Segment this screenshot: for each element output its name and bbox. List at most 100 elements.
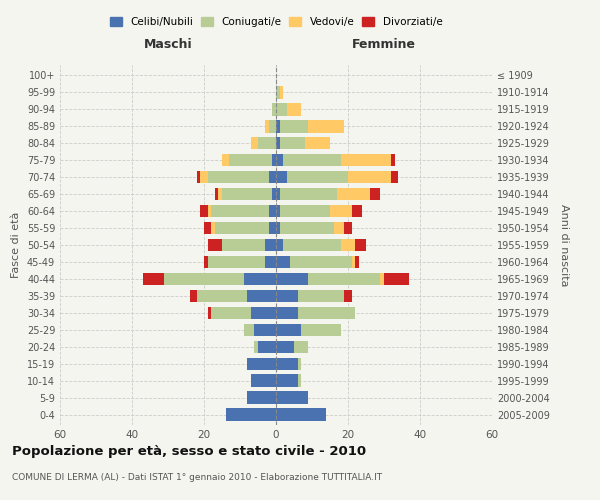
Bar [298,306,355,320]
Bar [218,188,222,200]
Bar [200,170,208,183]
Bar [197,290,247,302]
Y-axis label: Anni di nascita: Anni di nascita [559,204,569,286]
Bar [265,256,276,268]
Bar [258,340,276,353]
Bar [247,290,276,302]
Bar [380,272,384,285]
Bar [276,290,298,302]
Bar [280,188,337,200]
Bar [222,238,265,252]
Bar [276,188,280,200]
Bar [283,154,341,166]
Bar [334,222,344,234]
Bar [330,204,352,218]
Bar [276,222,280,234]
Bar [301,324,341,336]
Bar [164,272,244,285]
Y-axis label: Fasce di età: Fasce di età [11,212,21,278]
Bar [265,238,276,252]
Bar [391,154,395,166]
Bar [370,188,380,200]
Bar [276,272,308,285]
Bar [308,120,344,132]
Bar [341,154,391,166]
Bar [276,358,298,370]
Bar [276,103,287,116]
Bar [276,392,308,404]
Bar [269,120,276,132]
Bar [283,238,341,252]
Bar [287,103,301,116]
Bar [143,272,164,285]
Bar [341,238,355,252]
Bar [204,222,211,234]
Bar [276,136,280,149]
Bar [344,290,352,302]
Bar [251,136,258,149]
Bar [276,256,290,268]
Text: Femmine: Femmine [352,38,416,51]
Bar [211,222,215,234]
Bar [222,188,272,200]
Bar [355,238,366,252]
Bar [272,103,276,116]
Bar [208,306,211,320]
Bar [276,170,287,183]
Bar [190,290,197,302]
Bar [272,188,276,200]
Bar [247,392,276,404]
Bar [247,358,276,370]
Bar [355,256,359,268]
Bar [308,272,380,285]
Bar [276,374,298,387]
Bar [294,340,308,353]
Bar [276,324,301,336]
Bar [244,272,276,285]
Bar [280,120,308,132]
Bar [276,120,280,132]
Text: Maschi: Maschi [143,38,193,51]
Bar [298,290,344,302]
Bar [265,120,269,132]
Bar [269,222,276,234]
Bar [337,188,370,200]
Bar [276,408,326,421]
Bar [280,222,334,234]
Bar [276,340,294,353]
Bar [204,256,208,268]
Bar [352,256,355,268]
Bar [269,204,276,218]
Bar [276,306,298,320]
Bar [384,272,409,285]
Bar [352,204,362,218]
Bar [348,170,391,183]
Bar [272,154,276,166]
Bar [215,188,218,200]
Bar [276,238,283,252]
Text: COMUNE DI LERMA (AL) - Dati ISTAT 1° gennaio 2010 - Elaborazione TUTTITALIA.IT: COMUNE DI LERMA (AL) - Dati ISTAT 1° gen… [12,472,382,482]
Bar [222,154,229,166]
Bar [298,374,301,387]
Bar [280,136,305,149]
Bar [200,204,208,218]
Text: Popolazione per età, sesso e stato civile - 2010: Popolazione per età, sesso e stato civil… [12,445,366,458]
Bar [305,136,330,149]
Bar [208,238,222,252]
Bar [208,170,269,183]
Bar [254,340,258,353]
Bar [251,306,276,320]
Bar [276,204,280,218]
Bar [215,222,269,234]
Bar [280,86,283,99]
Bar [290,256,352,268]
Bar [211,204,269,218]
Bar [287,170,348,183]
Bar [251,374,276,387]
Bar [391,170,398,183]
Bar [344,222,352,234]
Bar [269,170,276,183]
Bar [258,136,276,149]
Bar [197,170,200,183]
Bar [208,256,265,268]
